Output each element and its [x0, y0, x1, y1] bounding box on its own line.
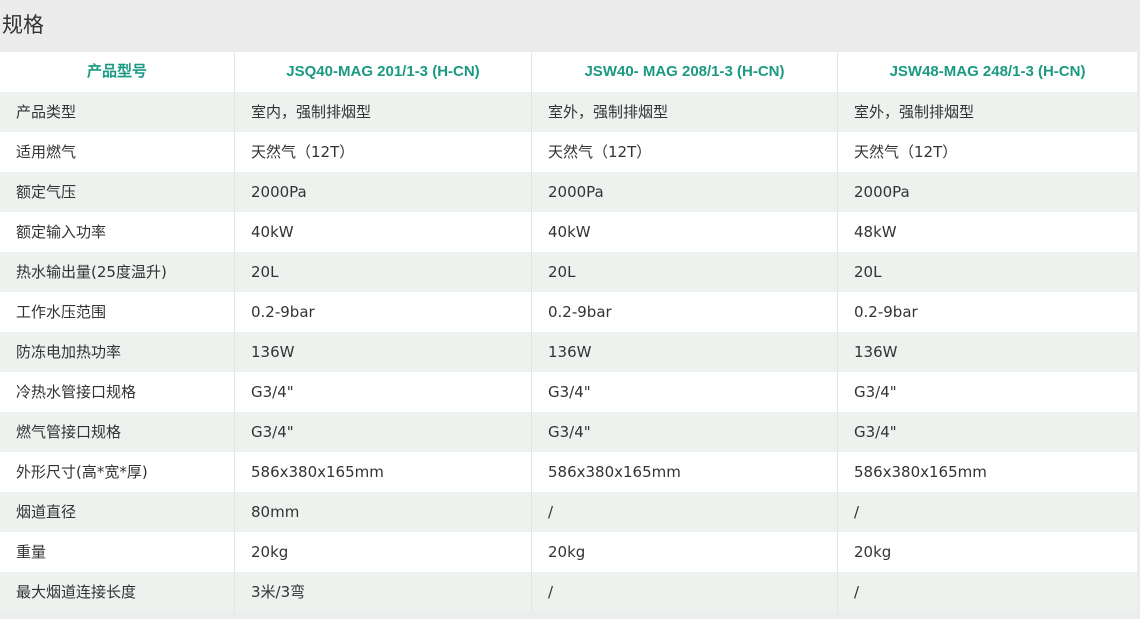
cell: 20L — [235, 252, 532, 292]
cell: JSQ40-MAG 201/1-3 (H-CN) — [235, 52, 532, 92]
table-row: 重量 20kg 20kg 20kg — [0, 532, 1137, 572]
cell: 40kW — [235, 212, 532, 252]
cell: 0.2-9bar — [532, 292, 838, 332]
row-label: 热水输出量(25度温升) — [0, 252, 235, 292]
row-label: 防冻电加热功率 — [0, 332, 235, 372]
table-row: 热水输出量(25度温升) 20L 20L 20L — [0, 252, 1137, 292]
cell: 136W — [235, 332, 532, 372]
row-label: 工作水压范围 — [0, 292, 235, 332]
spec-table: 产品型号 JSQ40-MAG 201/1-3 (H-CN) JSW40- MAG 2… — [0, 52, 1137, 612]
cell: 586x380x165mm — [854, 463, 987, 481]
table-row: 额定输入功率 40kW 40kW 48kW — [0, 212, 1137, 252]
row-label: 外形尺寸(高*宽*厚) — [0, 452, 235, 492]
table-row: 产品型号 JSQ40-MAG 201/1-3 (H-CN) JSW40- MAG 2… — [0, 52, 1137, 92]
table-row: 燃气管接口规格 G3/4" G3/4" G3/4" — [0, 412, 1137, 452]
cell: 室内，强制排烟型 — [235, 92, 532, 132]
cell: 136W — [532, 332, 838, 372]
row-label: 产品型号 — [0, 52, 235, 92]
cell: 3米/3弯 — [235, 572, 532, 612]
cell: 20kg — [854, 543, 892, 561]
cell: 室外，强制排烟型 — [532, 92, 838, 132]
row-label: 重量 — [0, 532, 235, 572]
row-label: 烟道直径 — [0, 492, 235, 532]
cell: 2000Pa — [854, 183, 910, 201]
table-row: 防冻电加热功率 136W 136W 136W — [0, 332, 1137, 372]
cell: 0.2-9bar — [235, 292, 532, 332]
cell: G3/4" — [532, 372, 838, 412]
cell: / — [854, 583, 860, 601]
row-label: 额定输入功率 — [0, 212, 235, 252]
table-row: 烟道直径 80mm / / — [0, 492, 1137, 532]
cell: 天然气（12T） — [235, 132, 532, 172]
cell: G3/4" — [532, 412, 838, 452]
cell: / — [532, 492, 838, 532]
table-row: 额定气压 2000Pa 2000Pa 2000Pa — [0, 172, 1137, 212]
cell: 0.2-9bar — [854, 303, 918, 321]
cell: 20L — [854, 263, 882, 281]
cell: G3/4" — [235, 372, 532, 412]
row-label: 适用燃气 — [0, 132, 235, 172]
table-row: 最大烟道连接长度 3米/3弯 / / — [0, 572, 1137, 612]
row-label: 冷热水管接口规格 — [0, 372, 235, 412]
cell: 2000Pa — [532, 172, 838, 212]
table-row: 产品类型 室内，强制排烟型 室外，强制排烟型 室外，强制排烟型 — [0, 92, 1137, 132]
cell: 586x380x165mm — [532, 452, 838, 492]
cell: / — [854, 503, 860, 521]
section-title: 规格 — [2, 13, 44, 37]
cell: G3/4" — [854, 383, 897, 401]
cell: 室外，强制排烟型 — [854, 103, 975, 121]
cell: / — [532, 572, 838, 612]
cell: 2000Pa — [235, 172, 532, 212]
row-label: 额定气压 — [0, 172, 235, 212]
table-row: 冷热水管接口规格 G3/4" G3/4" G3/4" — [0, 372, 1137, 412]
cell: JSW40- MAG 208/1-3 (H-CN) — [532, 52, 838, 92]
table-row: 工作水压范围 0.2-9bar 0.2-9bar 0.2-9bar — [0, 292, 1137, 332]
cell: 40kW — [532, 212, 838, 252]
cell: 136W — [854, 343, 898, 361]
row-label: 最大烟道连接长度 — [0, 572, 235, 612]
cell: 20kg — [235, 532, 532, 572]
cell: 天然气（12T） — [854, 143, 958, 161]
cell: 80mm — [235, 492, 532, 532]
cell: JSW48-MAG 248/1-3 (H-CN) — [889, 63, 1086, 80]
cell: 天然气（12T） — [532, 132, 838, 172]
cell: 48kW — [854, 223, 897, 241]
cell: 586x380x165mm — [235, 452, 532, 492]
cell: G3/4" — [235, 412, 532, 452]
cell: 20kg — [532, 532, 838, 572]
row-label: 燃气管接口规格 — [0, 412, 235, 452]
table-row: 适用燃气 天然气（12T） 天然气（12T） 天然气（12T） — [0, 132, 1137, 172]
table-row: 外形尺寸(高*宽*厚) 586x380x165mm 586x380x165mm 586… — [0, 452, 1137, 492]
cell: G3/4" — [854, 423, 897, 441]
row-label: 产品类型 — [0, 92, 235, 132]
cell: 20L — [532, 252, 838, 292]
